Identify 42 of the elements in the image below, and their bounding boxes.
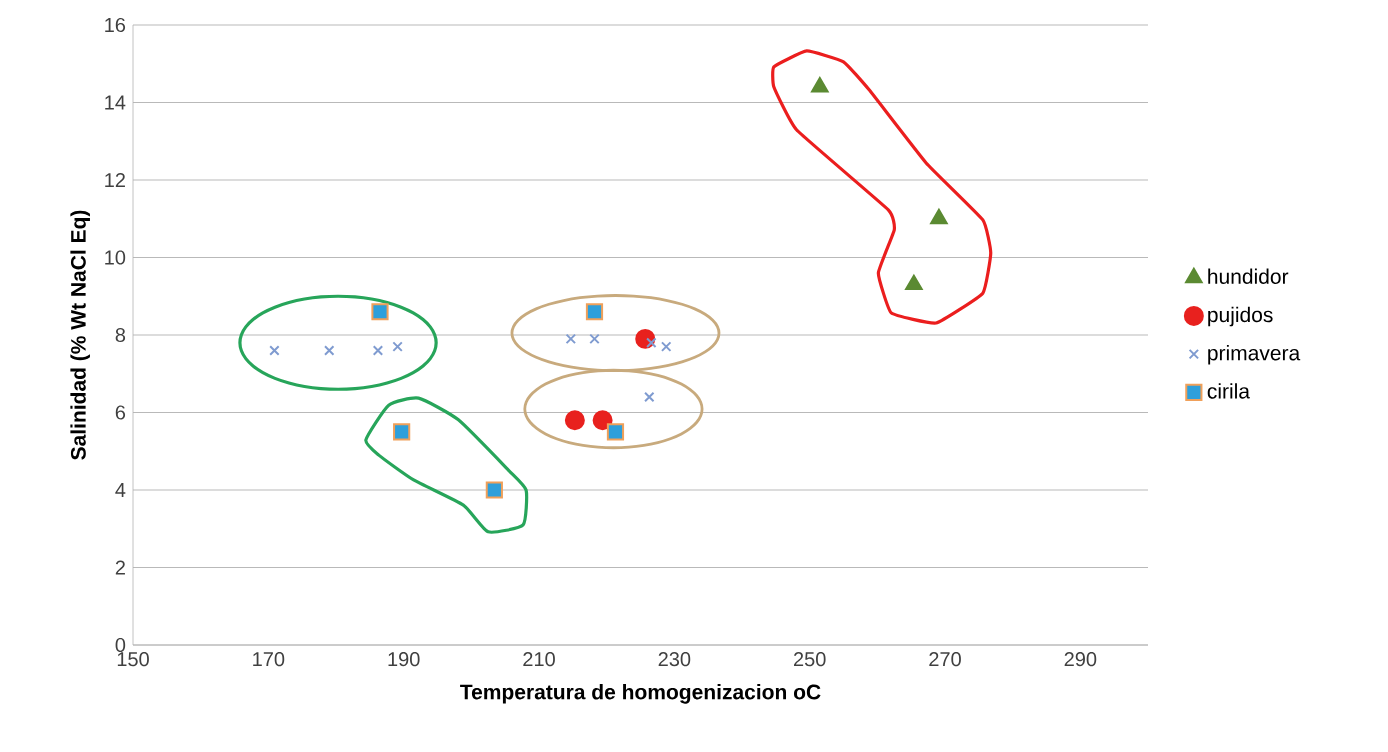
- point: [392, 341, 403, 352]
- y-tick-label: 14: [105, 95, 126, 110]
- x-tick-label: 230: [658, 652, 691, 667]
- y-tick-label: 4: [115, 483, 126, 497]
- point: [646, 337, 657, 348]
- x-tick-label: 270: [929, 652, 961, 667]
- point: [393, 423, 411, 441]
- y-tick-label: 0: [115, 637, 126, 653]
- x-axis-title: Temperatura de homogenizacion oC: [460, 683, 821, 704]
- legend-label: hundidor: [1208, 268, 1289, 285]
- x-tick-label: 150: [117, 652, 149, 667]
- y-tick-label: 12: [105, 173, 125, 187]
- x-tick-label: 250: [793, 652, 826, 667]
- point: [905, 274, 923, 291]
- y-tick-label: 8: [115, 327, 126, 343]
- x-tick-label: 190: [388, 652, 420, 667]
- legend-label: pujidos: [1208, 306, 1273, 327]
- point: [811, 77, 829, 93]
- x-tick-label: 170: [253, 652, 285, 667]
- point: [660, 341, 672, 352]
- point: [589, 333, 600, 345]
- x-tick-label: 210: [523, 652, 555, 667]
- legend-label: cirila: [1207, 383, 1250, 399]
- point: [485, 481, 503, 499]
- y-tick-label: 16: [105, 17, 126, 33]
- point: [930, 208, 948, 225]
- point: [564, 410, 585, 431]
- point: [644, 391, 655, 403]
- y-tick-label: 10: [105, 250, 126, 265]
- y-axis-title: Salinidad (% Wt NaCl Eq): [70, 210, 90, 460]
- point: [565, 333, 577, 345]
- point: [585, 303, 604, 321]
- point: [269, 345, 280, 356]
- point: [372, 345, 384, 356]
- point: [592, 410, 613, 431]
- x-tick-label: 290: [1064, 652, 1097, 667]
- point: [606, 423, 625, 441]
- point: [324, 345, 335, 356]
- legend-label: primavera: [1208, 345, 1301, 365]
- y-tick-label: 2: [115, 560, 125, 575]
- y-tick-label: 6: [115, 405, 126, 420]
- point: [371, 303, 389, 321]
